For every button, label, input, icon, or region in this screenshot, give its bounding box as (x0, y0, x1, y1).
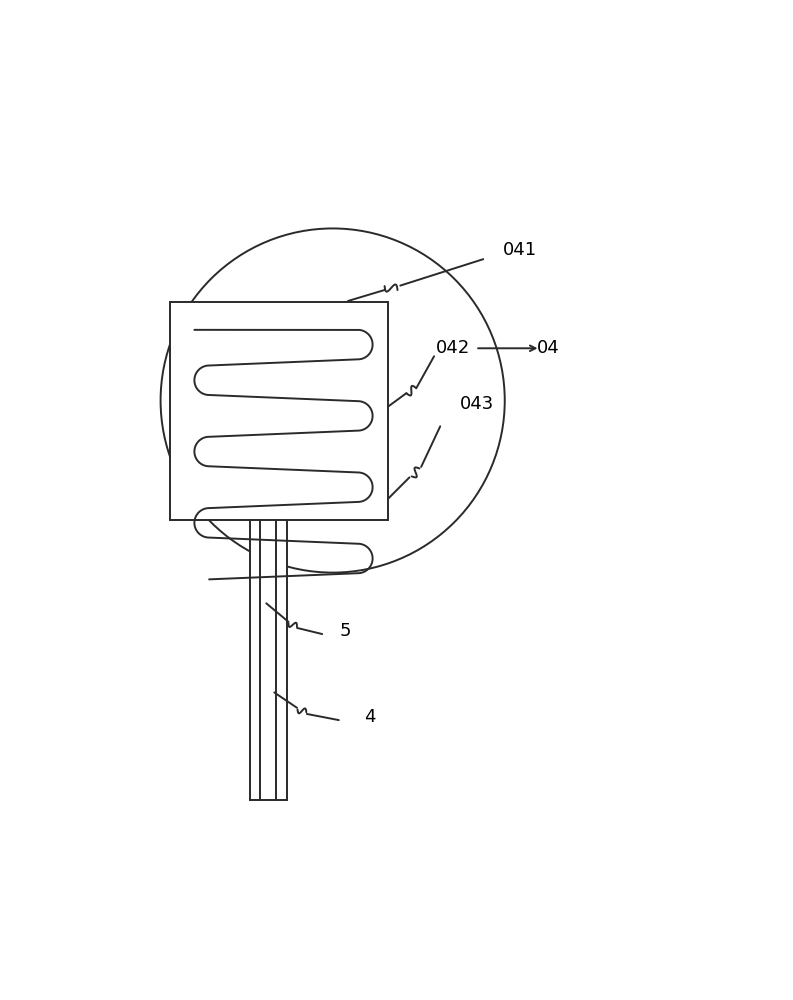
Text: 043: 043 (460, 395, 494, 413)
Text: 041: 041 (503, 241, 537, 259)
Bar (170, 302, 388, 520)
Text: 5: 5 (339, 622, 351, 640)
Text: 042: 042 (435, 339, 469, 357)
Bar (250, 520, 286, 800)
Text: 04: 04 (536, 339, 559, 357)
Text: 4: 4 (364, 708, 375, 726)
